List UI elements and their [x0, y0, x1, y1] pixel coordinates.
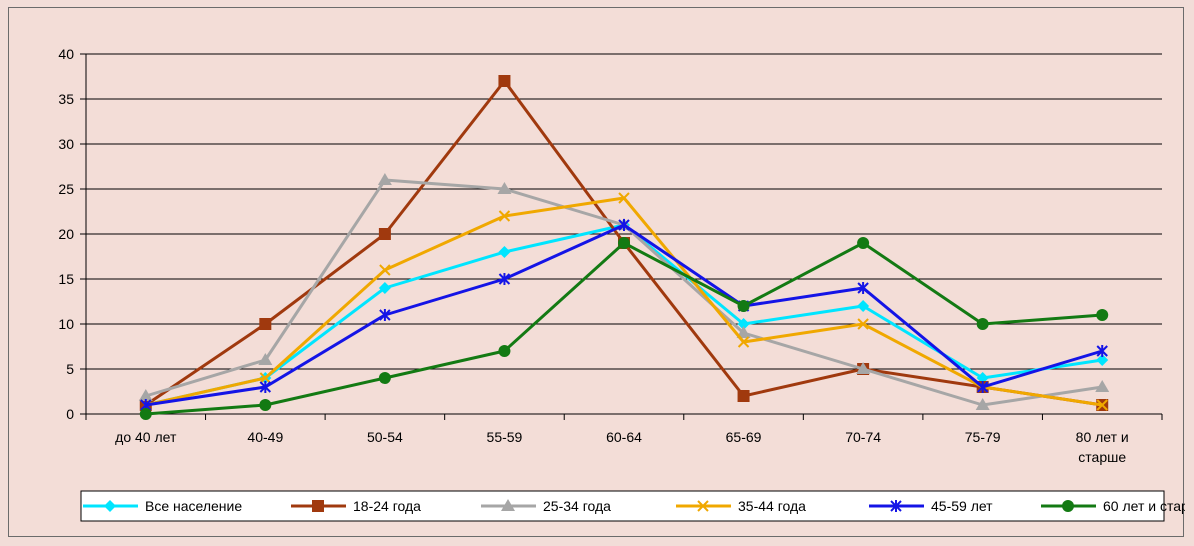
- data-point: [1096, 345, 1108, 357]
- legend-label: 18-24 года: [353, 498, 421, 514]
- y-tick-label: 15: [58, 271, 74, 287]
- data-point: [498, 75, 511, 87]
- legend-label: Все население: [145, 498, 242, 514]
- data-point: [497, 182, 512, 194]
- data-point: [1096, 399, 1108, 411]
- y-tick-label: 40: [58, 46, 74, 62]
- data-point: [498, 210, 511, 222]
- data-point: [737, 390, 750, 402]
- data-point: [976, 381, 989, 393]
- data-point: [975, 398, 990, 410]
- y-tick-label: 5: [66, 361, 74, 377]
- legend-marker: [104, 500, 116, 512]
- data-point: [1096, 309, 1109, 321]
- data-point: [856, 362, 871, 374]
- data-point: [976, 318, 989, 330]
- data-point: [377, 173, 392, 185]
- series-line: [145, 241, 1103, 416]
- legend-label: 45-59 лет: [931, 498, 993, 514]
- x-tick-label: 60-64: [606, 429, 642, 445]
- legend-label: 35-44 года: [738, 498, 806, 514]
- legend-marker: [1062, 500, 1074, 512]
- data-point: [737, 336, 750, 348]
- data-point: [498, 246, 511, 258]
- y-tick-label: 30: [58, 136, 74, 152]
- data-point: [259, 318, 272, 330]
- series-line: [145, 223, 1103, 407]
- line-chart: 0 5 10 15 20 25 30 35 40 до 40 лет 40-49 50-54 55-59…: [58, 46, 1185, 522]
- data-point: [378, 228, 391, 240]
- x-tick-label: 55-59: [487, 429, 523, 445]
- data-point: [378, 282, 391, 294]
- data-point: [1096, 354, 1109, 366]
- data-point: [1095, 380, 1110, 392]
- x-tick-label: до 40 лет: [115, 429, 177, 445]
- chart-frame: 0 5 10 15 20 25 30 35 40 до 40 лет 40-49 50-54 55-59…: [8, 7, 1185, 537]
- legend-marker: [890, 500, 902, 512]
- y-tick-label: 20: [58, 226, 74, 242]
- data-point: [259, 381, 272, 393]
- data-point: [618, 237, 630, 249]
- data-point: [139, 408, 152, 420]
- data-point: [618, 192, 630, 204]
- data-point: [737, 300, 750, 312]
- data-point: [736, 326, 751, 338]
- data-point: [618, 219, 630, 231]
- x-tick-label: 40-49: [247, 429, 283, 445]
- data-point: [737, 318, 750, 330]
- y-tick-label: 25: [58, 181, 74, 197]
- data-point: [258, 353, 273, 365]
- data-point: [379, 264, 391, 276]
- x-tick-label: 75-79: [965, 429, 1001, 445]
- y-tick-label: 0: [66, 406, 74, 422]
- data-point: [857, 282, 869, 294]
- legend-box: [80, 490, 1165, 522]
- legend-label: 60 лет и старше: [1103, 498, 1185, 514]
- legend-marker: [697, 500, 709, 512]
- data-point: [857, 318, 869, 330]
- x-tick-label: 80 лет и старше: [1076, 429, 1129, 465]
- data-point: [857, 237, 870, 249]
- data-point: [498, 273, 511, 285]
- x-tick-label: 65-69: [726, 429, 762, 445]
- data-point: [259, 399, 272, 411]
- y-tick-label: 10: [58, 316, 74, 332]
- data-point: [259, 372, 272, 384]
- legend-label: 25-34 года: [543, 498, 611, 514]
- data-point: [378, 372, 391, 384]
- y-tick-label: 35: [58, 91, 74, 107]
- series-line: [145, 223, 1103, 407]
- legend-marker: [501, 499, 515, 511]
- data-point: [379, 309, 391, 321]
- x-tick-label: 50-54: [367, 429, 403, 445]
- data-point: [138, 389, 153, 401]
- data-point: [857, 300, 870, 312]
- legend-marker: [312, 500, 324, 512]
- x-tick-label: 70-74: [845, 429, 881, 445]
- data-point: [498, 345, 511, 357]
